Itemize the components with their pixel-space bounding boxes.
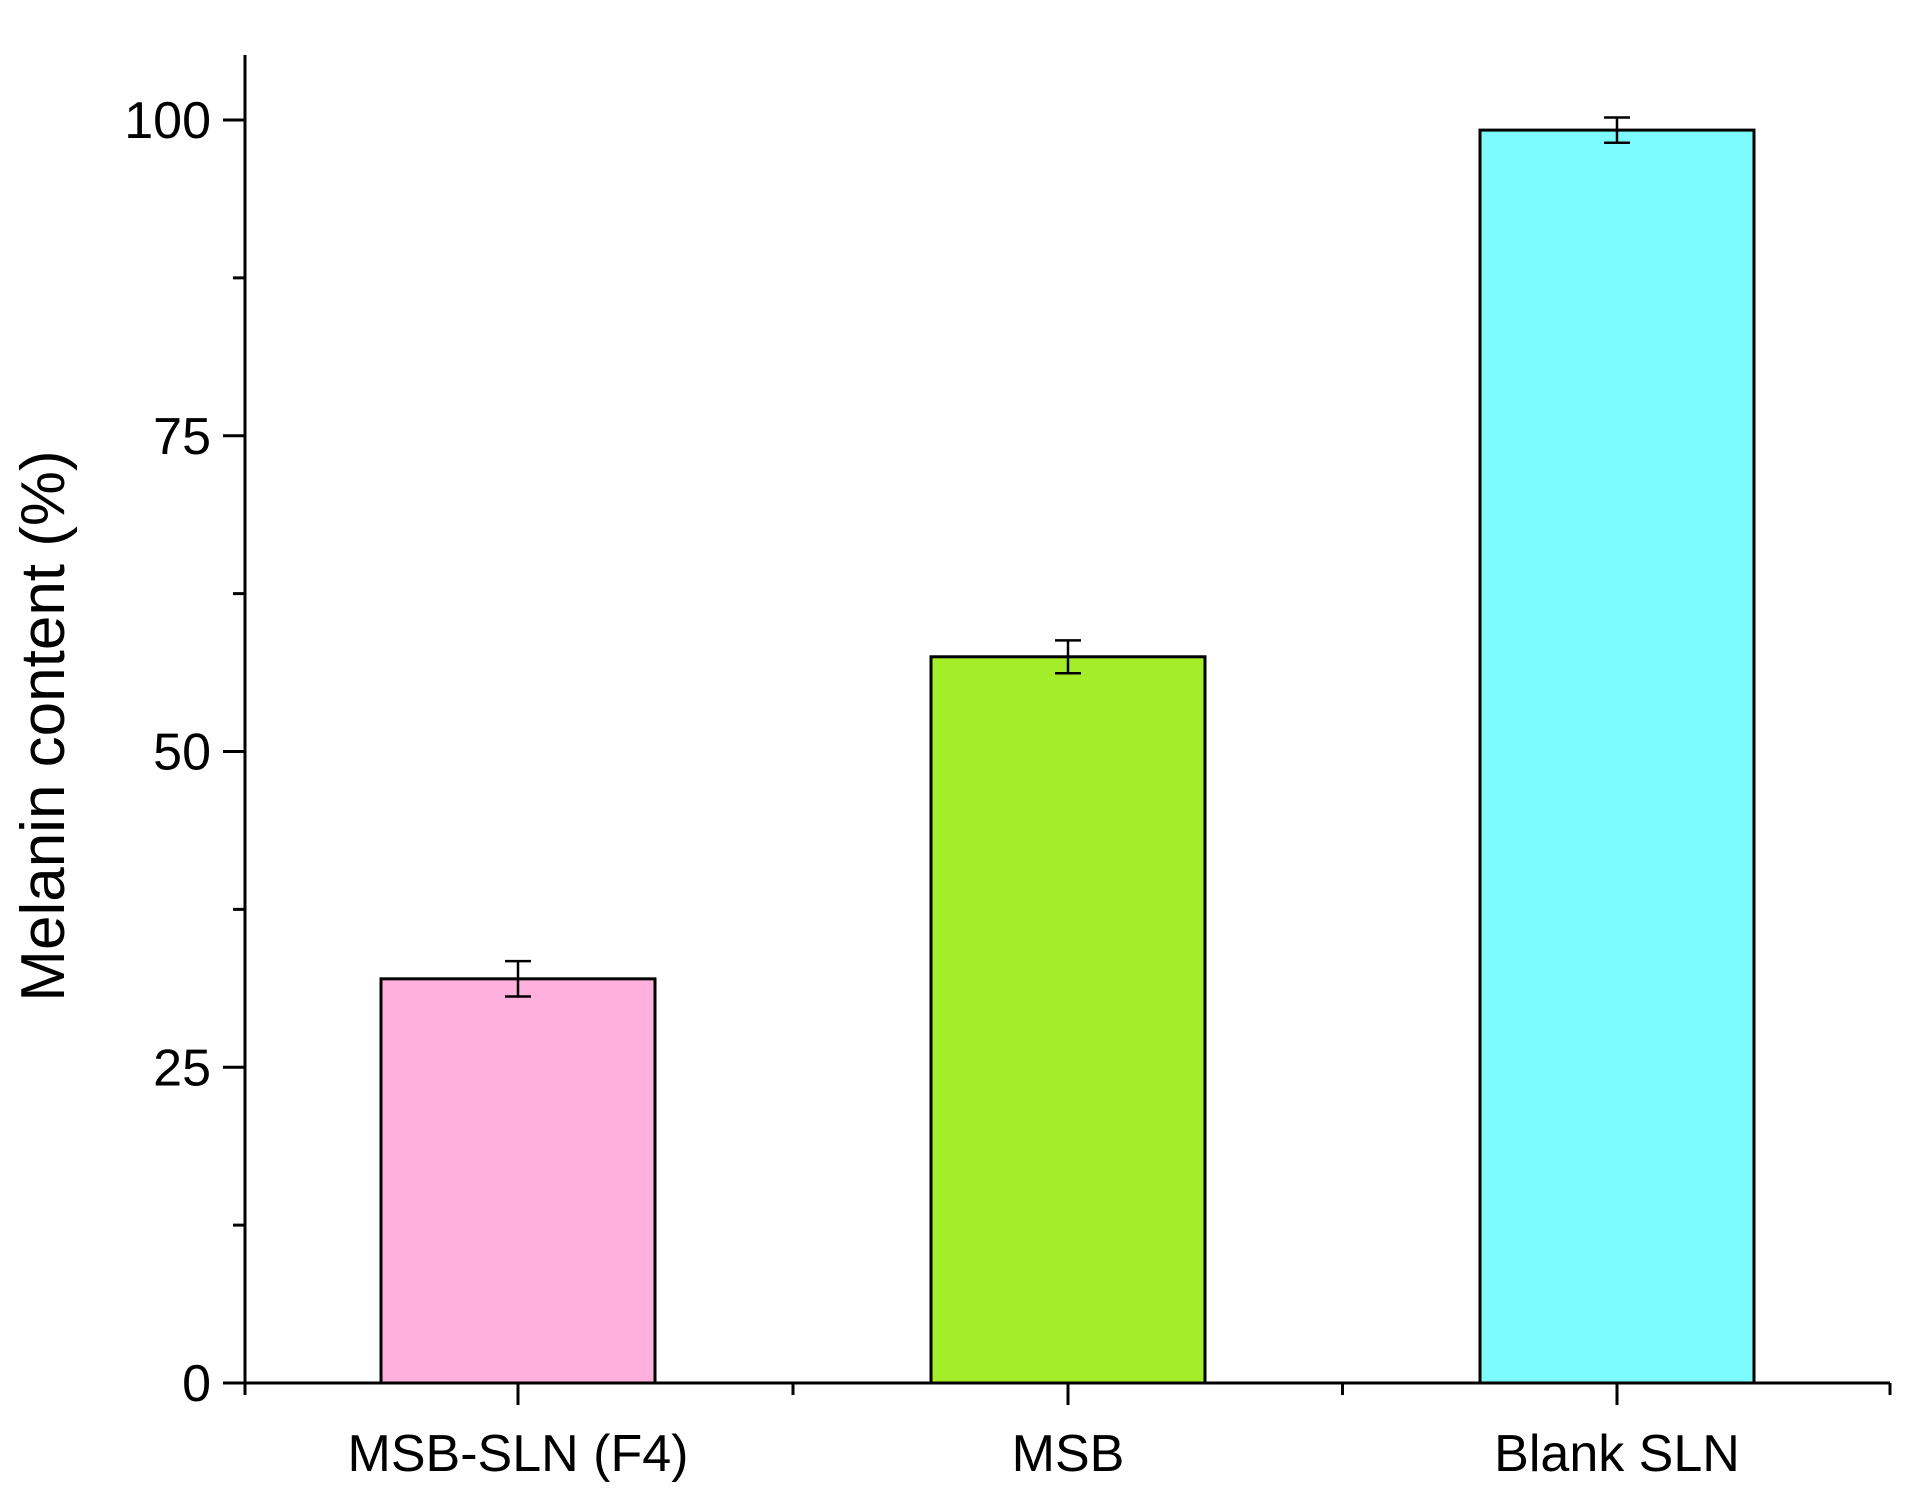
error-bars-layer [505,116,1630,998]
y-axis-title: Melanin content (%) [9,450,78,1001]
labels-layer: MSB-SLN (F4) MSB Blank SLN 0 25 50 75 100 [124,92,1740,1483]
y-tick-label-0: 0 [182,1355,211,1413]
x-tick-label-msb: MSB [1012,1425,1125,1483]
x-tick-label-msb-sln-f4: MSB-SLN (F4) [348,1425,689,1483]
bar-msb-sln-f4 [379,977,657,1385]
bars-layer [379,128,1756,1385]
x-tick-label-blank-sln: Blank SLN [1494,1425,1740,1483]
y-tick-label-100: 100 [124,92,211,150]
y-tick-label-25: 25 [153,1039,211,1097]
axes-layer [223,55,1892,1405]
y-tick-label-50: 50 [153,724,211,782]
error-bar-msb [1055,639,1081,675]
error-bar-msb-sln-f4 [505,959,531,998]
bar-msb [929,655,1207,1385]
bar-blank-sln [1478,128,1756,1385]
y-tick-label-75: 75 [153,408,211,466]
error-bar-blank-sln [1604,116,1630,144]
